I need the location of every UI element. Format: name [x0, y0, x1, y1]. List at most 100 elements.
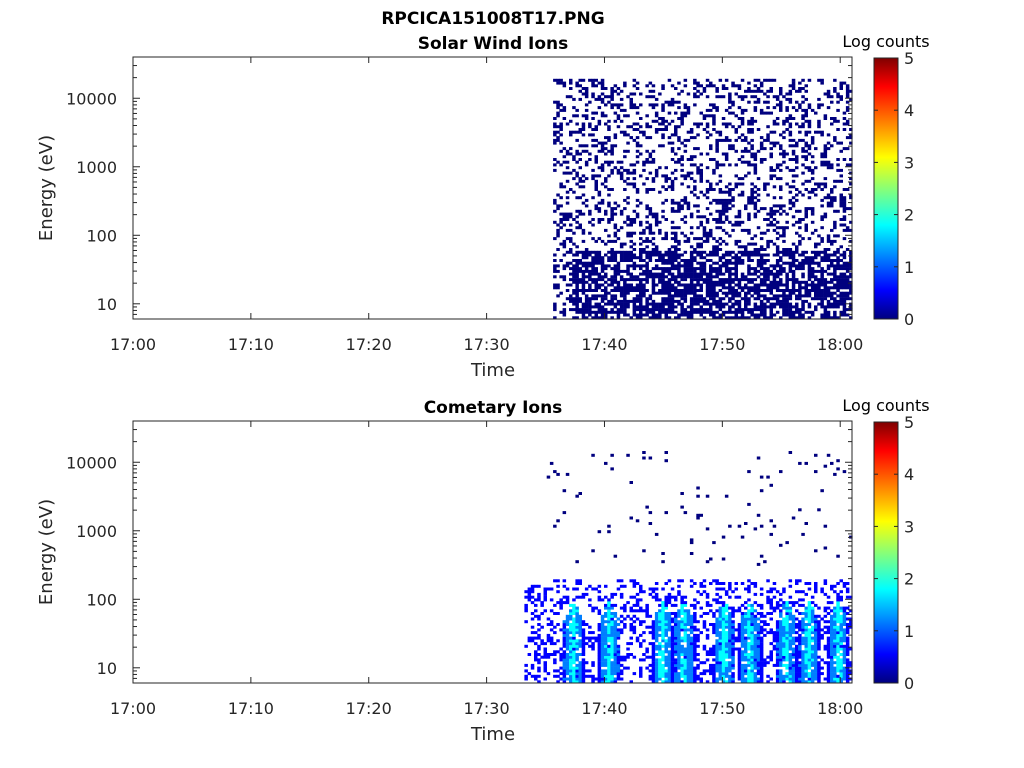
heatmap-cell: [696, 628, 700, 632]
heatmap-cell: [594, 174, 598, 178]
heatmap-cell: [766, 193, 770, 197]
heatmap-cell: [613, 669, 618, 673]
heatmap-cell: [623, 133, 627, 137]
heatmap-cell: [807, 256, 812, 260]
heatmap-cell: [775, 294, 780, 298]
heatmap-cell: [766, 242, 770, 246]
heatmap-cell: [632, 286, 637, 290]
heatmap-cell: [753, 617, 758, 621]
heatmap-cell: [569, 666, 573, 670]
heatmap-cell: [702, 625, 707, 629]
heatmap-cell: [683, 639, 688, 643]
heatmap-cell: [788, 125, 793, 129]
heatmap-cell: [718, 174, 723, 178]
heatmap-cell: [565, 614, 570, 618]
heatmap-cell: [667, 272, 672, 276]
heatmap-cell: [686, 138, 691, 142]
heatmap-cell: [648, 152, 653, 156]
heatmap-cell: [728, 259, 732, 262]
heatmap-cell: [753, 89, 758, 93]
heatmap-cell: [569, 81, 573, 85]
heatmap-cell: [648, 674, 653, 678]
heatmap-cell: [632, 182, 637, 186]
heatmap-cell: [798, 89, 802, 93]
heatmap-cell: [639, 590, 643, 594]
heatmap-cell: [763, 253, 767, 257]
heatmap-cell: [572, 177, 576, 181]
heatmap-cell: [565, 628, 570, 632]
heatmap-cell: [744, 658, 748, 662]
heatmap-cell: [664, 297, 668, 301]
heatmap-cell: [696, 237, 700, 241]
heatmap-cell: [578, 614, 582, 618]
heatmap-cell: [715, 669, 719, 673]
heatmap-cell: [654, 174, 659, 178]
heatmap-cell: [594, 316, 598, 320]
heatmap-cell: [686, 612, 691, 615]
heatmap-cell: [635, 106, 640, 110]
heatmap-cell: [642, 133, 646, 137]
heatmap-cell: [842, 215, 847, 219]
heatmap-cell: [766, 601, 770, 605]
heatmap-cell: [731, 620, 735, 624]
heatmap-cell: [543, 663, 547, 667]
heatmap-cell: [616, 92, 621, 96]
heatmap-cell: [632, 92, 637, 96]
heatmap-cell: [642, 168, 646, 172]
heatmap-cell: [543, 677, 547, 681]
heatmap-cell: [705, 680, 710, 684]
heatmap-cell: [670, 147, 675, 151]
heatmap-cell: [785, 108, 789, 112]
heatmap-cell: [845, 122, 850, 126]
heatmap-cell: [747, 502, 751, 506]
heatmap-cell: [600, 672, 605, 676]
heatmap-cell: [693, 185, 697, 189]
heatmap-cell: [683, 261, 688, 265]
heatmap-cell: [724, 125, 729, 129]
heatmap-cell: [578, 625, 582, 629]
heatmap-cell: [616, 628, 621, 632]
heatmap-cell: [801, 250, 805, 254]
heatmap-cell: [820, 267, 824, 271]
heatmap-cell: [604, 297, 608, 301]
heatmap-cell: [591, 549, 595, 553]
heatmap-cell: [705, 166, 710, 170]
heatmap-cell: [686, 289, 691, 292]
heatmap-cell: [820, 81, 824, 85]
heatmap-cell: [826, 193, 831, 197]
heatmap-cell: [759, 587, 764, 591]
heatmap-cell: [670, 617, 675, 621]
heatmap-cell: [715, 633, 719, 637]
heatmap-cell: [639, 623, 643, 626]
heatmap-cell: [759, 663, 764, 667]
heatmap-cell: [537, 617, 541, 621]
heatmap-cell: [664, 614, 668, 618]
heatmap-cell: [699, 177, 703, 181]
heatmap-cell: [756, 316, 761, 320]
heatmap-cell: [820, 316, 824, 320]
heatmap-cell: [677, 650, 681, 654]
heatmap-cell: [680, 141, 684, 145]
heatmap-cell: [607, 606, 611, 610]
heatmap-cell: [613, 259, 618, 262]
heatmap-cell: [721, 582, 726, 585]
heatmap-cell: [581, 193, 586, 197]
heatmap-cell: [632, 625, 637, 629]
heatmap-cell: [810, 256, 815, 260]
heatmap-cell: [546, 639, 551, 643]
heatmap-cell: [769, 147, 773, 151]
heatmap-cell: [581, 623, 586, 626]
heatmap-cell: [645, 299, 649, 303]
heatmap-cell: [600, 677, 605, 681]
heatmap-cell: [820, 198, 824, 202]
heatmap-cell: [709, 228, 713, 232]
heatmap-cell: [750, 237, 754, 241]
heatmap-cell: [753, 614, 758, 618]
heatmap-cell: [594, 179, 598, 183]
heatmap-cell: [594, 289, 598, 292]
heatmap-cell: [651, 653, 656, 656]
heatmap-cell: [591, 81, 595, 85]
heatmap-cell: [553, 674, 557, 678]
heatmap-cell: [820, 160, 824, 164]
heatmap-cell: [740, 617, 745, 621]
